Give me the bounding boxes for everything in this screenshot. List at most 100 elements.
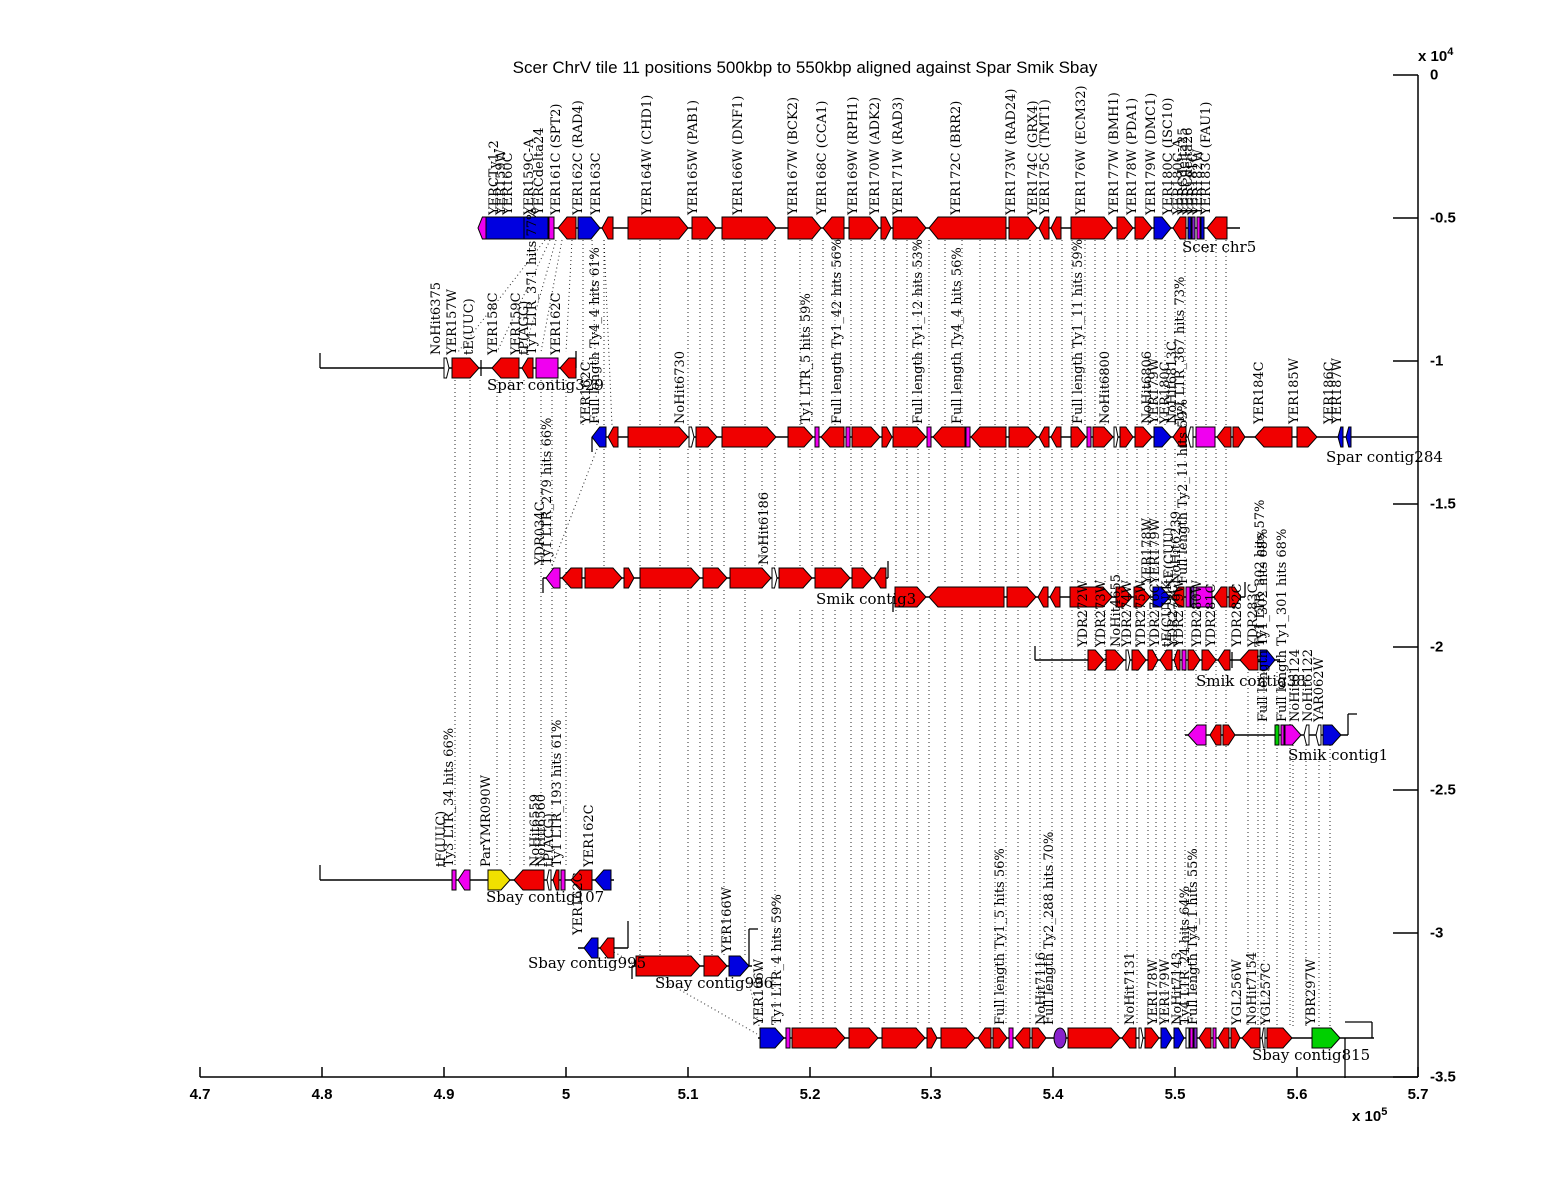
x-tick-label: 5.3 bbox=[920, 1086, 942, 1103]
nohit-arrow bbox=[546, 869, 552, 891]
gene-arrow bbox=[1050, 426, 1062, 448]
gene-arrow bbox=[1173, 649, 1181, 671]
gene-arrow bbox=[1006, 586, 1037, 608]
gene-label: NoHit6730 bbox=[673, 350, 688, 424]
gene-arrow bbox=[639, 567, 701, 589]
y-tick-label: -3 bbox=[1430, 924, 1444, 942]
gene-label: YER169W (RPH1) bbox=[846, 96, 861, 215]
gene-label: YER176W (ECM32) bbox=[1074, 85, 1089, 215]
gene-arrow bbox=[1134, 216, 1153, 240]
contig-label-sbay-contig107: Sbay contig107 bbox=[486, 888, 605, 906]
gene-label: YERCdelta24 bbox=[532, 127, 547, 216]
gene-arrow bbox=[926, 1027, 938, 1049]
gene-label: YER166W bbox=[720, 886, 735, 953]
gene-label: YDR274W bbox=[1120, 580, 1135, 647]
homology-connector bbox=[540, 239, 563, 353]
gene-arrow bbox=[873, 567, 887, 589]
gene-arrow bbox=[881, 426, 893, 448]
gene-arrow bbox=[1131, 649, 1147, 671]
gene-label: Ty1 LTR_371 hits 77% bbox=[525, 207, 540, 355]
gene-arrow bbox=[977, 1027, 992, 1049]
y-tick-label: -1.5 bbox=[1430, 495, 1456, 513]
feature-box bbox=[451, 869, 457, 891]
gene-arrow bbox=[1284, 724, 1302, 746]
gene-label: YER170W (ADK2) bbox=[868, 96, 883, 215]
feature-ellipse bbox=[1053, 1027, 1067, 1049]
gene-arrow bbox=[1239, 649, 1259, 671]
gene-arrow bbox=[820, 426, 845, 448]
nohit-arrow bbox=[1315, 724, 1322, 746]
gene-arrow bbox=[1322, 724, 1342, 746]
gene-arrow bbox=[557, 216, 577, 240]
gene-label: YER162C bbox=[571, 872, 586, 935]
gene-arrow bbox=[892, 426, 927, 448]
gene-label: YER162C bbox=[549, 292, 564, 355]
gene-label: YGL256W bbox=[1230, 959, 1245, 1025]
gene-label: Ty1 LTR_279 hits 66% bbox=[540, 417, 555, 565]
gene-arrow bbox=[1172, 426, 1187, 448]
feature-box bbox=[814, 426, 820, 448]
gene-arrow bbox=[1241, 1027, 1261, 1049]
gene-arrow bbox=[728, 955, 750, 977]
gene-arrow bbox=[1173, 1027, 1185, 1049]
y-axis-exponent: x 104 bbox=[1418, 46, 1454, 65]
gene-arrow bbox=[561, 567, 583, 589]
gene-arrow bbox=[881, 1027, 926, 1049]
y-tick-label: -0.5 bbox=[1430, 209, 1456, 227]
gene-arrow bbox=[1259, 649, 1276, 671]
gene-label: Full length Ty1_302 hits 68% bbox=[1256, 528, 1271, 722]
feature-box bbox=[1212, 1027, 1217, 1049]
gene-arrow bbox=[1222, 724, 1236, 746]
gene-label: Ty3 LTR_34 hits 66% bbox=[442, 727, 457, 867]
gene-label: Full length Ty1_5 hits 56% bbox=[993, 848, 1008, 1025]
feature-box bbox=[1185, 1027, 1190, 1049]
feature-box bbox=[1008, 1027, 1014, 1049]
gene-arrow bbox=[729, 567, 772, 589]
gene-label: Ty1 LTR_5 hits 59% bbox=[799, 293, 814, 424]
feature-box bbox=[1191, 216, 1196, 240]
x-tick-label: 5.7 bbox=[1407, 1086, 1429, 1103]
nohit-arrow bbox=[1261, 1027, 1266, 1049]
gene-arrow bbox=[1008, 426, 1038, 448]
gene-arrow bbox=[1296, 426, 1318, 448]
gene-arrow bbox=[1049, 586, 1061, 608]
gene-arrow bbox=[928, 586, 1005, 608]
gene-label: Ty1 LTR_193 hits 61% bbox=[550, 719, 565, 867]
homology-connector bbox=[747, 977, 761, 1031]
gene-arrow bbox=[623, 567, 635, 589]
gene-arrow bbox=[1105, 649, 1125, 671]
y-tick-label: -2 bbox=[1430, 638, 1444, 656]
nohit-arrow bbox=[443, 357, 450, 379]
gene-label: YER187W bbox=[1330, 357, 1345, 424]
gene-label: YER166W bbox=[752, 958, 767, 1025]
x-axis-exponent: x 105 bbox=[1352, 1106, 1388, 1125]
gene-label: ParYMR090W bbox=[479, 775, 494, 867]
gene-arrow bbox=[521, 357, 534, 379]
gene-arrow bbox=[1014, 1027, 1031, 1049]
gene-label: YER163C bbox=[589, 152, 604, 215]
x-tick-label: 4.9 bbox=[433, 1086, 455, 1103]
gene-label: YER167W (BCK2) bbox=[786, 96, 801, 215]
figure-title: Scer ChrV tile 11 positions 500kbp to 55… bbox=[512, 58, 1098, 77]
nohit-arrow bbox=[688, 426, 695, 448]
gene-label: NoHit7131 bbox=[1123, 951, 1138, 1025]
gene-arrow bbox=[1232, 426, 1246, 448]
gene-arrow bbox=[491, 357, 520, 379]
gene-arrow bbox=[1160, 1027, 1173, 1049]
contig-label-smik-contig38: Smik contig38 bbox=[1196, 672, 1306, 690]
gene-label: NoHit7154 bbox=[1245, 951, 1260, 1025]
feature-box bbox=[1195, 426, 1216, 448]
gene-arrow bbox=[880, 216, 892, 240]
gene-arrow bbox=[1037, 586, 1049, 608]
x-tick-label: 5.1 bbox=[677, 1086, 699, 1103]
contig-label-spar-contig284: Spar contig284 bbox=[1326, 448, 1443, 466]
gene-label: Ty1 LTR_4 hits 59% bbox=[770, 894, 785, 1025]
gene-arrow bbox=[759, 1027, 785, 1049]
homology-connector bbox=[591, 239, 598, 426]
feature-box bbox=[845, 426, 851, 448]
gene-arrow bbox=[1171, 586, 1185, 608]
gene-arrow bbox=[1121, 1027, 1137, 1049]
gene-arrow bbox=[513, 869, 545, 891]
gene-label: YDR279W bbox=[1172, 580, 1187, 647]
